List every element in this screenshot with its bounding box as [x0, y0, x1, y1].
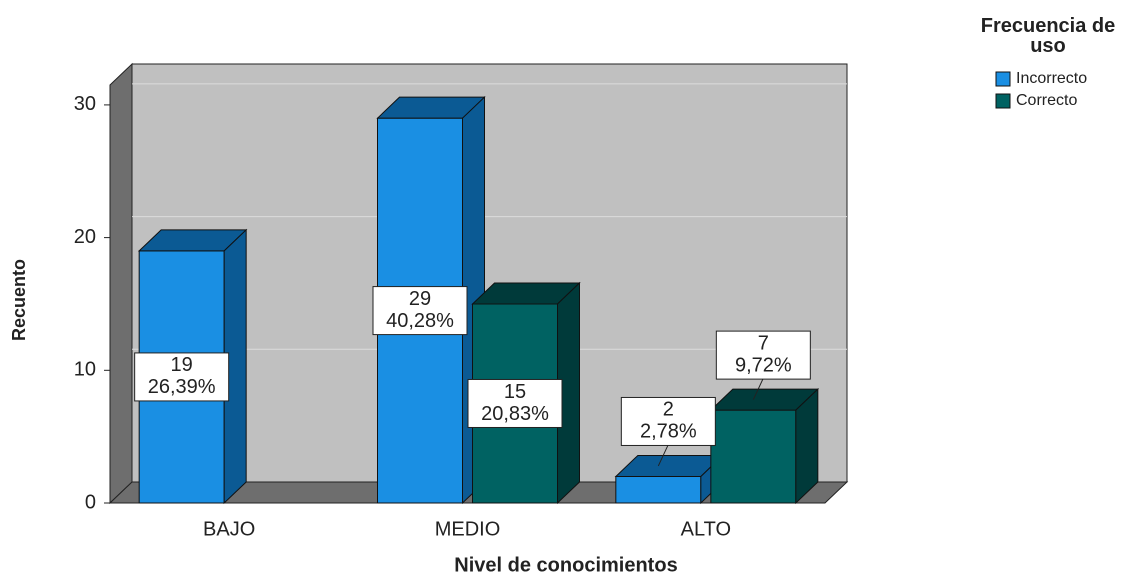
- bar-side: [795, 387, 819, 505]
- data-label-percent: 9,72%: [735, 354, 792, 376]
- y-tick-label: 20: [74, 226, 96, 248]
- data-label: 7: [758, 332, 769, 354]
- bar-side: [557, 281, 580, 505]
- bar-side: [223, 228, 247, 505]
- data-label-percent: 20,83%: [481, 403, 549, 425]
- y-tick-label: 10: [74, 359, 96, 381]
- legend-label: Incorrecto: [1016, 70, 1087, 87]
- bar: [710, 409, 797, 504]
- y-tick-label: 0: [85, 491, 96, 513]
- y-axis-label: Recuento: [9, 259, 29, 341]
- bar: [615, 475, 702, 504]
- side-wall: [109, 62, 133, 505]
- legend-title: Frecuencia de uso: [980, 15, 1116, 57]
- data-label-percent: 2,78%: [640, 421, 697, 443]
- data-label-percent: 40,28%: [386, 310, 454, 332]
- data-label-percent: 26,39%: [148, 376, 216, 398]
- data-label: 29: [409, 288, 431, 310]
- data-label-box: [715, 330, 811, 380]
- x-tick-label: MEDIO: [435, 518, 501, 540]
- y-tick-label: 30: [74, 93, 96, 115]
- legend-swatch: [995, 71, 1011, 87]
- x-tick-label: BAJO: [203, 518, 255, 540]
- data-label-box: [134, 352, 230, 402]
- data-label-box: [620, 396, 716, 446]
- x-axis-label: Nivel de conocimientos: [454, 554, 677, 576]
- data-label: 19: [171, 354, 193, 376]
- leader-line: [752, 377, 764, 400]
- data-label: 2: [663, 399, 674, 421]
- data-label: 15: [504, 381, 526, 403]
- data-label-box: [372, 286, 468, 336]
- legend-label: Correcto: [1016, 92, 1077, 109]
- leader-line: [657, 444, 669, 467]
- legend-swatch: [995, 93, 1011, 109]
- data-label-box: [467, 378, 563, 428]
- x-tick-label: ALTO: [681, 518, 731, 540]
